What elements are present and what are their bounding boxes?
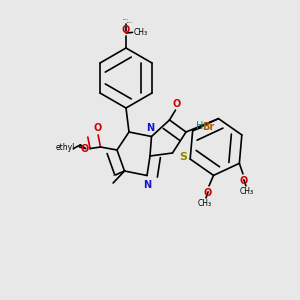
Text: methoxy: methoxy	[127, 22, 134, 23]
Text: methyl: methyl	[112, 175, 117, 176]
Text: Br: Br	[202, 122, 214, 132]
Text: O: O	[240, 176, 248, 186]
Text: O: O	[94, 123, 102, 133]
Text: O: O	[204, 188, 212, 198]
Text: O: O	[81, 143, 89, 154]
Text: methoxy: methoxy	[123, 19, 129, 20]
Text: S: S	[179, 152, 187, 162]
Text: H: H	[196, 121, 203, 131]
Text: N: N	[146, 123, 154, 133]
Text: O: O	[122, 25, 130, 35]
Text: O: O	[173, 99, 181, 109]
Text: ethyl: ethyl	[56, 143, 75, 152]
Text: CH₃: CH₃	[240, 187, 254, 196]
Text: N: N	[143, 180, 152, 190]
Text: CH₃: CH₃	[198, 200, 212, 208]
Text: CH₃: CH₃	[134, 28, 148, 37]
